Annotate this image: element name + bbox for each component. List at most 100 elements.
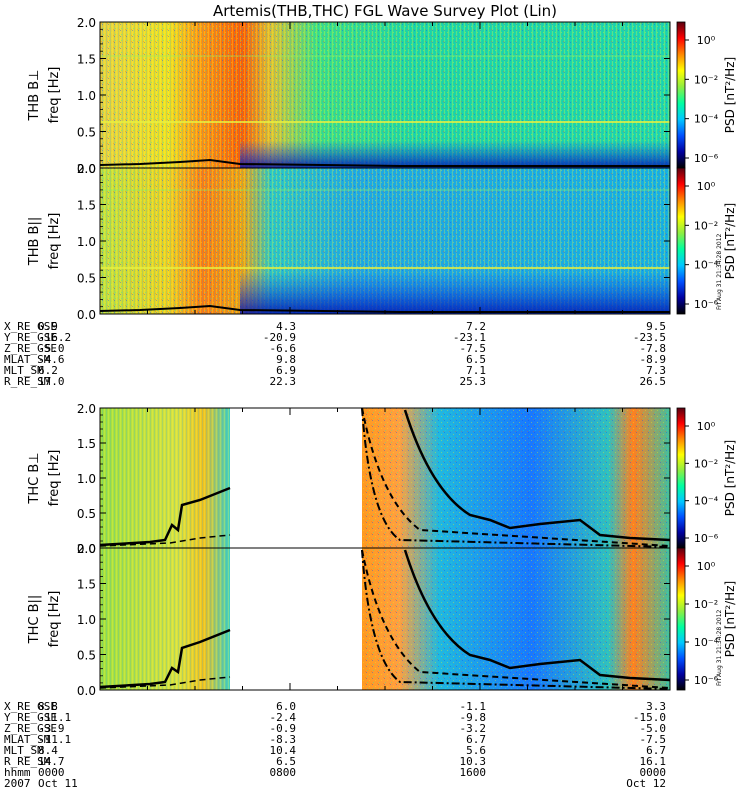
thb-ephemeris-cell: -20.9 <box>263 331 296 344</box>
thb-bperp-ytick-label: 0.0 <box>77 162 96 176</box>
thc-ephemeris-cell: -1.1 <box>460 700 487 713</box>
thb-ephemeris-cell: 26.5 <box>640 375 667 388</box>
thc-bperp-ytick-label: 1.0 <box>77 472 96 486</box>
thb-ephemeris-cell: 17.0 <box>38 375 65 388</box>
thc-bperp-traces <box>99 407 671 548</box>
thc-ephemeris-row-label: MLAT_SM <box>4 733 51 746</box>
colorbar-tick-label: 10⁻⁴ <box>694 259 719 272</box>
colorbar-tick-label: 10⁻² <box>694 219 718 232</box>
thc-ephemeris-cell: -9.8 <box>460 711 487 724</box>
colorbar-4 <box>676 547 686 691</box>
thc-ephemeris-cell: 8.8 <box>38 700 58 713</box>
thc-bpar-ytick-label: 1.5 <box>77 578 96 592</box>
thb-bpar-trace <box>99 304 670 313</box>
thb-ephemeris-row-label: Z_RE_GSE <box>4 342 57 355</box>
thb-ephemeris-row-label: MLAT_SM <box>4 353 51 366</box>
thb-ephemeris-row-label: Y_RE_GSE <box>4 331 57 344</box>
thb-bpar-ytick-label: 0.5 <box>77 272 96 286</box>
thc-ephemeris-cell: -3.2 <box>460 722 487 735</box>
thb-ephemeris-cell: 7.3 <box>646 364 666 377</box>
thc-ephemeris-cell: 10.4 <box>270 744 297 757</box>
thb-bpar-ytick-label: 1.0 <box>77 235 96 249</box>
thc-bpar-traces <box>99 549 671 690</box>
thb-bpar-ytick-label: 0.0 <box>77 308 96 322</box>
thb-bperp-trace <box>99 158 670 167</box>
thc-bpar-ytick-label: 0.5 <box>77 649 96 663</box>
thb-bperp-ytick-label: 0.5 <box>77 126 96 140</box>
thc-bpar-ylabel-top: THC B|| <box>27 595 42 645</box>
colorbar-tick-label: 10⁰ <box>697 420 716 433</box>
colorbar-label: PSD [nT²/Hz] <box>723 581 737 657</box>
thc-ephemeris-row-label: R_RE_SM <box>4 755 51 768</box>
colorbar-label: PSD [nT²/Hz] <box>723 57 737 133</box>
thc-bpar-ytick-label: 2.0 <box>77 542 96 556</box>
thb-bperp-ytick-label: 1.5 <box>77 53 96 67</box>
colorbar-tick-label: 10⁻⁶ <box>694 298 719 311</box>
thc-ephemeris-cell: 1600 <box>460 766 487 779</box>
thb-bperp-ylabel: freq [Hz] <box>47 67 62 124</box>
thb-bperp-ylabel-top: THB B⊥ <box>27 69 42 121</box>
colorbar-3 <box>676 407 686 549</box>
timestamp-stamp: Fri Aug 31 21:34:28 2012 <box>716 609 723 686</box>
thb-ephemeris-cell: 9.8 <box>276 353 296 366</box>
colorbar-label: PSD [nT²/Hz] <box>723 440 737 516</box>
thc-ephemeris-cell: -2.4 <box>270 711 297 724</box>
thc-ephemeris-cell: 6.5 <box>276 755 296 768</box>
thb-ephemeris-cell: -7.5 <box>460 342 487 355</box>
thb-bpar-ytick-label: 2.0 <box>77 162 96 176</box>
thb-ephemeris-cell: 9.5 <box>646 320 666 333</box>
thb-bperp-ytick-label: 1.0 <box>77 89 96 103</box>
thc-ephemeris-row-label: X_RE_GSE <box>4 700 57 713</box>
thc-ephemeris-cell: 5.6 <box>466 744 486 757</box>
thc-bpar-ytick-label: 0.0 <box>77 684 96 698</box>
colorbar-tick-label: 10⁰ <box>697 180 716 193</box>
thc-ephemeris-cell: 6.7 <box>646 744 666 757</box>
thb-ephemeris-cell: 0.9 <box>38 320 58 333</box>
thc-ephemeris-cell: -15.0 <box>633 711 666 724</box>
colorbar-tick-label: 10⁻⁴ <box>694 636 719 649</box>
thc-ephemeris-cell: -11.1 <box>38 711 71 724</box>
thc-ephemeris-cell: 6.0 <box>276 700 296 713</box>
thc-ephemeris-cell: 14.7 <box>38 755 65 768</box>
colorbar-1 <box>676 21 686 169</box>
thc-ephemeris-cell: -3.9 <box>38 722 65 735</box>
colorbar-tick-label: 10⁻² <box>694 73 718 86</box>
thc-ephemeris-cell: Oct 12 <box>626 777 666 790</box>
thc-ephemeris-cell: 6.7 <box>466 733 486 746</box>
thc-bperp-ylabel: freq [Hz] <box>47 450 62 507</box>
thb-bpar-ylabel: freq [Hz] <box>47 213 62 270</box>
thb-ephemeris-cell: -23.5 <box>633 331 666 344</box>
thc-bpar-ytick-label: 1.0 <box>77 613 96 627</box>
thb-ephemeris-row-label: MLT_SM <box>4 364 44 377</box>
thc-ephemeris-cell: Oct 11 <box>38 777 78 790</box>
thb-ephemeris-cell: -4.6 <box>38 353 65 366</box>
thc-bperp-data-gap <box>230 408 362 548</box>
thc-ephemeris-cell: -8.3 <box>270 733 297 746</box>
thc-ephemeris-row-label: hhmm <box>4 766 31 779</box>
thc-ephemeris-cell: 3.3 <box>646 700 666 713</box>
thb-ephemeris-cell: 6.5 <box>466 353 486 366</box>
thc-ephemeris-row-label: Z_RE_GSE <box>4 722 57 735</box>
thc-ephemeris-cell: -11.1 <box>38 733 71 746</box>
colorbar-tick-label: 10⁰ <box>697 560 716 573</box>
thc-bperp-ylabel-top: THC B⊥ <box>27 452 42 504</box>
thc-ephemeris-cell: 0800 <box>270 766 297 779</box>
thb-bpar-ytick-label: 1.5 <box>77 199 96 213</box>
colorbar-tick-label: 10⁻² <box>694 457 718 470</box>
thc-ephemeris-cell: 8.4 <box>38 744 58 757</box>
panel-thb-bperp <box>99 21 671 169</box>
chart-title: Artemis(THB,THC) FGL Wave Survey Plot (L… <box>213 2 557 20</box>
thc-ephemeris-row-label: MLT_SM <box>4 744 44 757</box>
thb-ephemeris-row-label: R_RE_SM <box>4 375 51 388</box>
panel-thb-bpar <box>99 167 671 315</box>
thb-ephemeris-cell: 7.2 <box>466 320 486 333</box>
thc-bperp-ytick-label: 0.5 <box>77 507 96 521</box>
thc-bpar-ylabel: freq [Hz] <box>47 591 62 648</box>
thb-ephemeris-cell: -8.9 <box>640 353 667 366</box>
thc-bpar-data-gap <box>230 548 362 690</box>
colorbar-2 <box>676 167 686 315</box>
colorbar-tick-label: 10⁻⁶ <box>694 532 719 545</box>
thb-ephemeris-cell: -5.0 <box>38 342 65 355</box>
thc-ephemeris-cell: -7.5 <box>640 733 667 746</box>
thb-ephemeris-cell: -16.2 <box>38 331 71 344</box>
